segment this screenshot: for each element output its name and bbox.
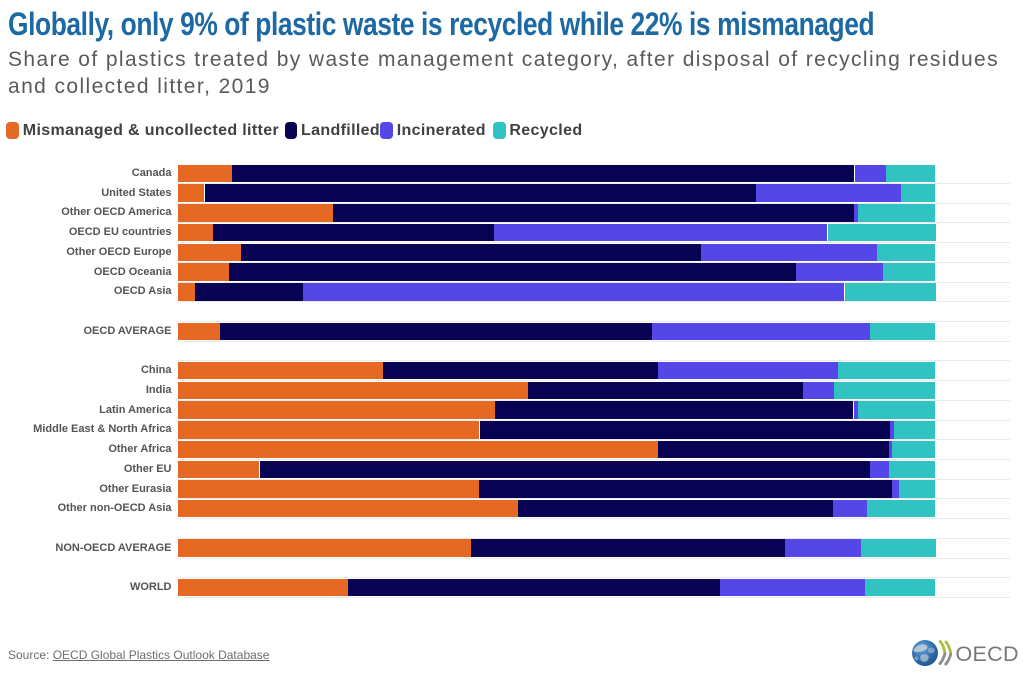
svg-text:OECD: OECD xyxy=(956,642,1019,666)
